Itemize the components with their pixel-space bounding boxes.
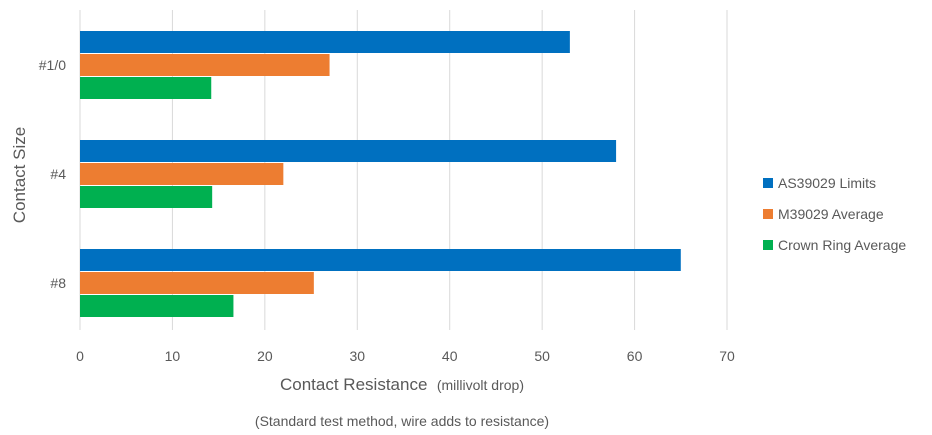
legend-swatch [763,178,773,188]
category-label: #4 [50,166,66,182]
x-tick-label: 70 [719,348,735,364]
category-label: #8 [50,275,66,291]
bar [80,295,234,317]
bar [80,272,314,294]
bar [80,54,330,76]
x-tick-labels: 0 10 20 30 40 50 60 70 [76,348,735,364]
y-axis-label: Contact Size [10,127,29,223]
legend: AS39029 Limits M39029 Average Crown Ring A… [763,175,906,253]
bar [80,77,212,99]
legend-label: M39029 Average [778,206,884,222]
x-tick-label: 20 [257,348,273,364]
bars [80,31,681,317]
x-axis-label-main: Contact Resistance [280,375,427,394]
legend-label: Crown Ring Average [778,237,906,253]
category-label: #1/0 [39,57,66,73]
x-axis-label: Contact Resistance (millivolt drop) [280,375,524,394]
legend-swatch [763,240,773,250]
bar [80,163,284,185]
x-tick-label: 40 [442,348,458,364]
x-tick-label: 0 [76,348,84,364]
chart-note: (Standard test method, wire adds to resi… [255,413,549,429]
x-tick-label: 10 [165,348,181,364]
category-labels: #1/0 #4 #8 [39,57,66,291]
bar [80,249,681,271]
x-tick-label: 50 [534,348,550,364]
legend-label: AS39029 Limits [778,175,876,191]
bar [80,140,617,162]
bar [80,31,570,53]
x-tick-label: 60 [627,348,643,364]
bar [80,186,213,208]
x-tick-label: 30 [349,348,365,364]
x-axis-label-unit: (millivolt drop) [437,377,524,393]
legend-swatch [763,209,773,219]
